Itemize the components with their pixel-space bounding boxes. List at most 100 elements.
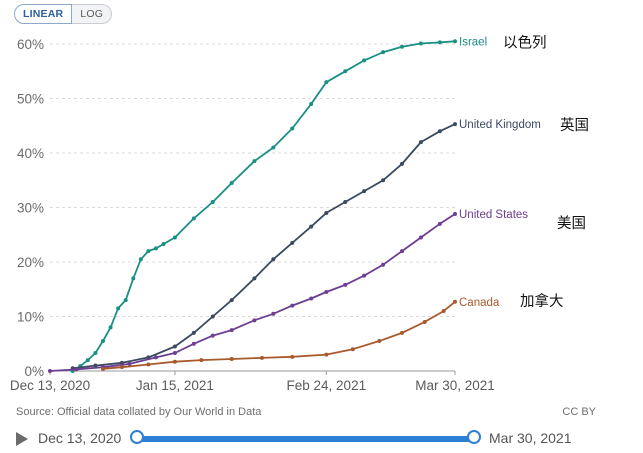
data-point <box>271 257 276 262</box>
data-point <box>161 242 166 247</box>
data-point <box>138 257 143 262</box>
data-point <box>437 40 442 45</box>
y-tick-label: 60% <box>17 37 44 52</box>
data-point <box>381 178 386 183</box>
data-point <box>252 318 257 323</box>
y-tick-label: 10% <box>17 310 44 325</box>
series-annotation: 以色列 <box>503 34 547 51</box>
data-point <box>271 145 276 150</box>
timeline-slider: Dec 13, 2020 Mar 30, 2021 <box>0 426 643 452</box>
data-point <box>100 366 105 371</box>
y-tick-label: 40% <box>17 146 44 161</box>
x-tick-label: Dec 13, 2020 <box>10 378 90 393</box>
data-point <box>290 303 295 308</box>
data-point <box>309 224 314 229</box>
source-note: Source: Official data collated by Our Wo… <box>16 406 262 418</box>
series-line <box>72 123 456 370</box>
timeline-end-label: Mar 30, 2021 <box>489 430 572 446</box>
data-point <box>119 365 124 370</box>
series-israel: Israel 以色列 <box>70 34 547 373</box>
data-point <box>48 369 52 373</box>
log-scale-button[interactable]: LOG <box>72 4 113 24</box>
data-point <box>381 50 386 55</box>
data-point <box>453 39 457 44</box>
data-point <box>324 289 329 294</box>
data-point <box>93 351 98 356</box>
data-point <box>324 80 329 85</box>
data-point <box>153 246 158 251</box>
data-point <box>362 189 367 194</box>
line-chart: 0% 10% 20% 30% 40% 50% 60% Dec 13, 2020 Jan 15, … <box>10 34 589 393</box>
data-point <box>290 240 295 245</box>
y-tick-label: 50% <box>17 92 44 107</box>
data-point <box>259 355 264 360</box>
data-point <box>400 249 405 254</box>
data-point <box>210 314 215 319</box>
data-point <box>146 362 151 367</box>
data-point <box>229 328 234 333</box>
data-point <box>441 309 446 314</box>
data-point <box>191 330 196 335</box>
series-label: United Kingdom <box>459 119 541 131</box>
series-line <box>72 40 456 372</box>
data-point <box>271 311 276 316</box>
timeline-track[interactable] <box>137 436 474 442</box>
data-point <box>229 180 234 185</box>
y-tick-label: 30% <box>17 201 44 216</box>
series-annotation: 英国 <box>560 116 589 134</box>
data-point <box>362 58 367 63</box>
data-point <box>131 276 136 281</box>
data-point <box>362 273 367 278</box>
data-point <box>422 319 427 324</box>
linear-scale-button[interactable]: LINEAR <box>14 4 73 24</box>
x-tick-label: Mar 30, 2021 <box>415 378 495 393</box>
data-point <box>343 69 348 74</box>
series-label: Canada <box>459 297 500 309</box>
data-point <box>350 347 355 352</box>
data-point <box>252 159 257 164</box>
x-tick-label: Feb 24, 2021 <box>287 378 367 393</box>
data-point <box>229 298 234 303</box>
y-tick-label: 20% <box>17 255 44 270</box>
data-point <box>199 358 204 363</box>
data-point <box>191 216 196 221</box>
series-label: United States <box>459 209 528 221</box>
play-icon[interactable] <box>16 432 28 446</box>
timeline-start-label: Dec 13, 2020 <box>38 430 122 446</box>
data-point <box>93 363 98 368</box>
timeline-start-handle[interactable] <box>130 430 144 444</box>
data-point <box>453 122 457 127</box>
series-label: Israel <box>459 36 487 48</box>
data-point <box>210 200 215 205</box>
data-point <box>172 235 177 240</box>
scale-toggle: LINEAR LOG <box>14 4 113 24</box>
x-tick-label: Jan 15, 2021 <box>136 378 214 393</box>
data-point <box>100 339 105 344</box>
data-point <box>191 341 196 346</box>
data-point <box>343 200 348 205</box>
data-point <box>437 129 442 134</box>
data-point <box>85 358 90 363</box>
data-point <box>290 126 295 131</box>
data-point <box>453 299 457 304</box>
data-point <box>74 367 79 372</box>
data-point <box>309 296 314 301</box>
data-point <box>252 276 257 281</box>
data-point <box>418 140 423 145</box>
data-point <box>343 282 348 287</box>
series-united-kingdom: United Kingdom 英国 <box>70 116 589 371</box>
data-point <box>437 221 442 226</box>
license-label[interactable]: CC BY <box>562 406 596 418</box>
data-point <box>453 212 457 217</box>
data-point <box>324 210 329 215</box>
series-canada: Canada 加拿大 <box>100 292 564 371</box>
data-point <box>127 361 132 366</box>
data-point <box>116 306 121 311</box>
timeline-end-handle[interactable] <box>467 430 481 444</box>
series-united-states: United States 美国 <box>48 209 586 373</box>
series-line <box>49 213 456 372</box>
data-point <box>172 359 177 364</box>
series-annotation: 美国 <box>557 215 586 232</box>
data-point <box>381 262 386 267</box>
data-point <box>290 354 295 359</box>
